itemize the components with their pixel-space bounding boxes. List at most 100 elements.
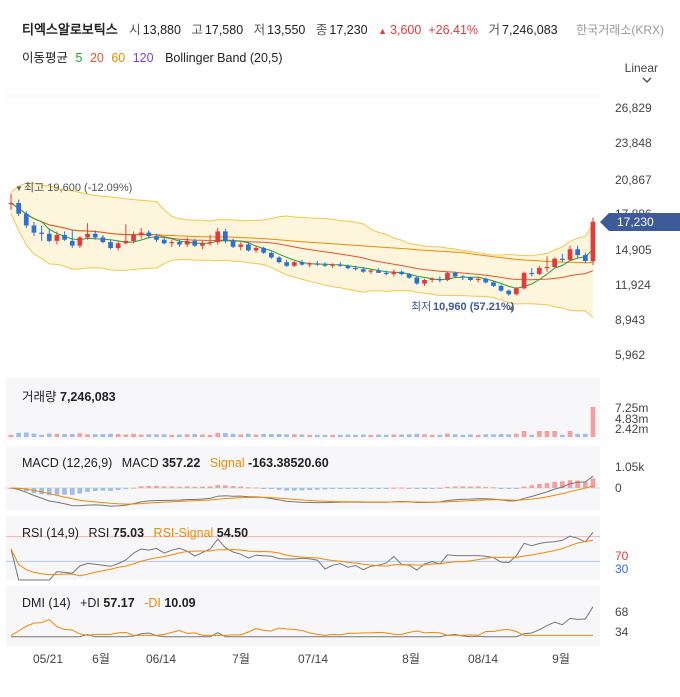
volume-bar bbox=[514, 433, 519, 438]
candle-body bbox=[100, 237, 106, 243]
candle-body bbox=[368, 270, 374, 272]
candle-body bbox=[146, 232, 152, 237]
volume-bar bbox=[376, 434, 381, 437]
volume-bar bbox=[399, 434, 404, 437]
high-value: 17,580 bbox=[204, 23, 244, 37]
volume-bar bbox=[292, 434, 297, 438]
macd-label: MACD bbox=[121, 456, 159, 470]
volume-bar bbox=[85, 434, 90, 438]
volume-bar bbox=[452, 434, 458, 438]
candle-body bbox=[131, 235, 136, 241]
volume-value: 7,246,083 bbox=[502, 23, 558, 37]
volume-bar bbox=[215, 432, 221, 438]
ma60-label: 60 bbox=[111, 51, 126, 65]
macd-histogram-bar bbox=[368, 488, 374, 489]
candle-body bbox=[261, 248, 266, 253]
candle-body bbox=[253, 248, 259, 251]
low-label: 저 bbox=[253, 23, 266, 37]
candle-body bbox=[429, 278, 435, 280]
bollinger-band-fill bbox=[11, 183, 593, 318]
candle-body bbox=[376, 270, 381, 273]
macd-histogram-bar bbox=[215, 485, 221, 488]
price-tick-label: 14,905 bbox=[615, 243, 652, 257]
x-axis-label: 8월 bbox=[402, 652, 420, 666]
macd-histogram-bar bbox=[131, 487, 136, 489]
candle-body bbox=[138, 232, 144, 235]
volume-bar bbox=[314, 434, 320, 438]
candle-body bbox=[230, 240, 236, 247]
macd-histogram-bar bbox=[307, 488, 312, 490]
volume-tick-label: 4.83m bbox=[615, 412, 648, 426]
candle-body bbox=[590, 221, 596, 262]
candle-body bbox=[23, 213, 29, 226]
macd-histogram-bar bbox=[376, 488, 381, 489]
price-tick-label: 20,867 bbox=[615, 173, 652, 187]
mdi-label: -DI bbox=[144, 596, 161, 610]
candle-body bbox=[207, 242, 213, 244]
macd-histogram-bar bbox=[391, 487, 397, 489]
candle-body bbox=[223, 231, 228, 241]
scale-selector[interactable]: Linear bbox=[625, 61, 658, 83]
volume-bar bbox=[360, 434, 366, 437]
candle-body bbox=[414, 277, 420, 284]
x-axis-label: 6월 bbox=[92, 652, 110, 666]
macd-histogram-bar bbox=[269, 488, 274, 489]
macd-histogram-bar bbox=[498, 488, 504, 489]
macd-histogram-bar bbox=[445, 486, 450, 488]
macd-histogram-bar bbox=[123, 488, 129, 490]
ma20-label: 20 bbox=[89, 51, 104, 65]
volume-bar bbox=[39, 434, 44, 438]
ma20-line bbox=[10, 202, 594, 281]
volume-bar bbox=[77, 433, 83, 438]
candle-body bbox=[552, 258, 557, 267]
price-tick-label: 8,943 bbox=[615, 313, 645, 327]
candle-body bbox=[39, 232, 44, 234]
macd-histogram-bar bbox=[353, 488, 358, 489]
volume-bar bbox=[345, 434, 351, 437]
macd-title: MACD (12,26,9) bbox=[22, 456, 113, 470]
volume-bar bbox=[16, 432, 21, 438]
candle-body bbox=[529, 272, 535, 275]
candle-body bbox=[468, 277, 473, 280]
macd-value: 357.22 bbox=[162, 456, 201, 470]
candle-body bbox=[560, 258, 565, 260]
high-label: 고 bbox=[191, 23, 203, 37]
macd-histogram-bar bbox=[207, 486, 213, 488]
price-tick-label: 5,962 bbox=[615, 348, 645, 362]
macd-histogram-bar bbox=[253, 487, 259, 489]
candle-body bbox=[31, 225, 37, 233]
macd-histogram-bar bbox=[468, 486, 473, 488]
macd-histogram-bar bbox=[475, 486, 481, 488]
candle-body bbox=[521, 272, 527, 289]
macd-histogram-bar bbox=[422, 488, 427, 489]
macd-histogram-bar bbox=[146, 485, 152, 488]
candle-body bbox=[445, 272, 450, 280]
open-label: 시 bbox=[129, 23, 141, 37]
candle-body bbox=[583, 255, 588, 261]
volume-bar bbox=[353, 434, 358, 438]
macd-histogram-bar bbox=[23, 488, 29, 492]
macd-histogram-bar bbox=[383, 488, 389, 489]
macd-histogram-bar bbox=[414, 488, 420, 489]
moving-average-legend[interactable]: 이동평균 5 20 60 120 Bollinger Band (20,5) bbox=[22, 47, 287, 66]
volume-bar bbox=[154, 434, 159, 438]
macd-histogram-bar bbox=[337, 488, 343, 489]
ma120-label: 120 bbox=[132, 51, 154, 65]
candle-body bbox=[62, 235, 67, 240]
volume-bar bbox=[552, 431, 557, 437]
rsi-signal-value: 54.50 bbox=[216, 526, 249, 540]
volume-bar bbox=[169, 434, 175, 438]
macd-histogram-bar bbox=[506, 488, 512, 489]
candle-body bbox=[537, 268, 542, 274]
macd-histogram-bar bbox=[544, 483, 550, 488]
volume-bar bbox=[529, 434, 535, 438]
volume-bar bbox=[590, 407, 596, 437]
dmi-panel-label: DMI (14) +DI 57.17 -DI 10.09 bbox=[22, 596, 196, 610]
candle-body bbox=[437, 278, 443, 280]
volume-panel-value: 7,246,083 bbox=[60, 390, 116, 404]
macd-histogram-bar bbox=[299, 488, 305, 491]
candle-body bbox=[16, 203, 21, 214]
candle-body bbox=[360, 269, 366, 272]
volume-bar bbox=[299, 434, 305, 437]
